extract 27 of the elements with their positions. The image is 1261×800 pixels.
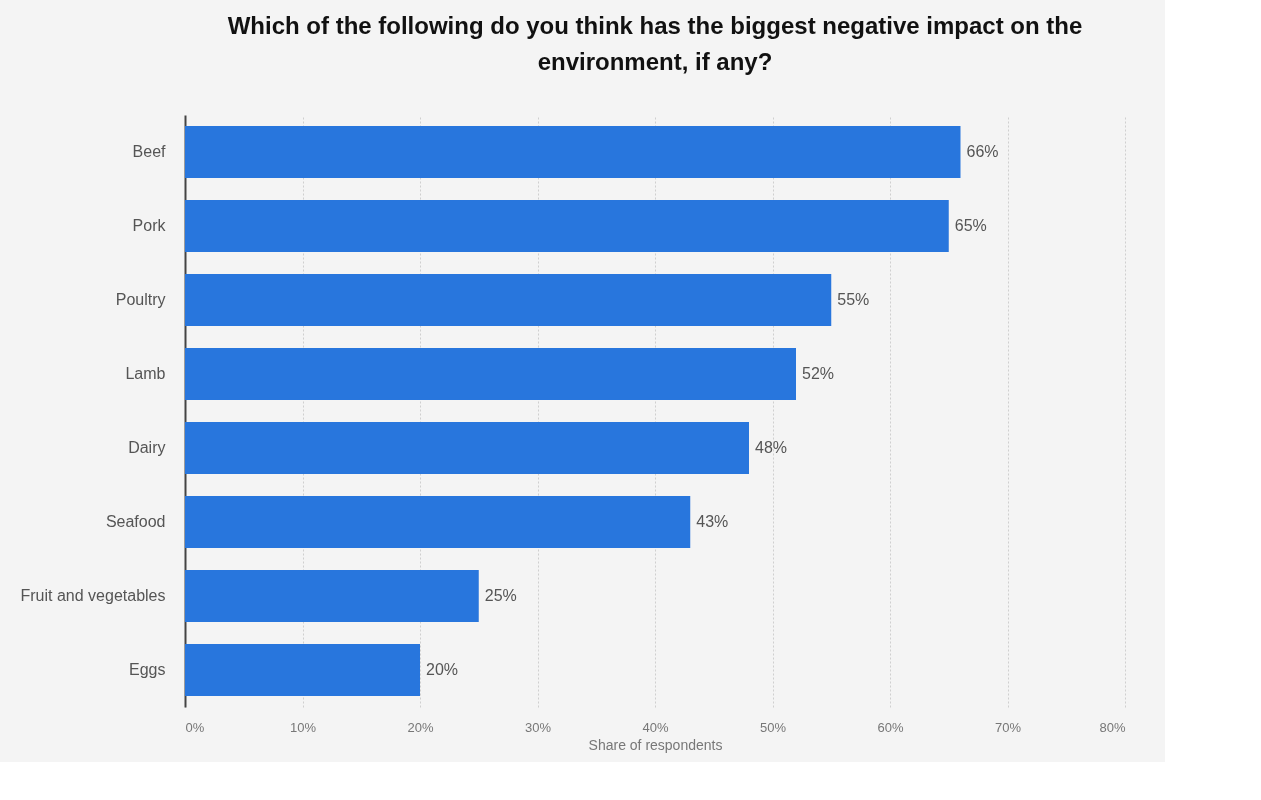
x-tick-label: 30% — [524, 719, 552, 735]
x-tick-label: 40% — [642, 719, 669, 735]
x-tick-label: 70% — [994, 719, 1022, 735]
x-tick-label: 60% — [877, 719, 904, 735]
data-label: 48% — [755, 439, 788, 456]
y-tick-label: Lamb — [125, 365, 166, 382]
data-label: 52% — [802, 365, 835, 382]
x-tick-label: 50% — [759, 719, 787, 735]
y-tick-label: Eggs — [129, 661, 166, 678]
y-tick-label: Beef — [132, 143, 167, 160]
x-tick-label: 0% — [185, 719, 205, 735]
data-label: 66% — [966, 143, 999, 160]
data-label: 25% — [484, 587, 517, 604]
x-axis-title: Share of respondents — [588, 736, 723, 753]
y-tick-label: Dairy — [128, 439, 166, 456]
x-tick-label: 10% — [289, 719, 317, 735]
chart-title: Which of the following do you think has the biggest negative impact on the environment, if any? — [227, 12, 1083, 75]
y-tick-label: Poultry — [115, 291, 166, 308]
x-tick-label: 20% — [407, 719, 434, 735]
data-label: 65% — [954, 217, 987, 234]
y-tick-label: Pork — [132, 217, 167, 234]
data-label: 55% — [837, 291, 870, 308]
y-tick-label: Fruit and vegetables — [20, 587, 166, 604]
data-label: 43% — [696, 513, 729, 530]
y-tick-label: Seafood — [105, 513, 166, 530]
data-label: 20% — [426, 661, 459, 678]
x-tick-label: 80% — [1099, 719, 1126, 735]
